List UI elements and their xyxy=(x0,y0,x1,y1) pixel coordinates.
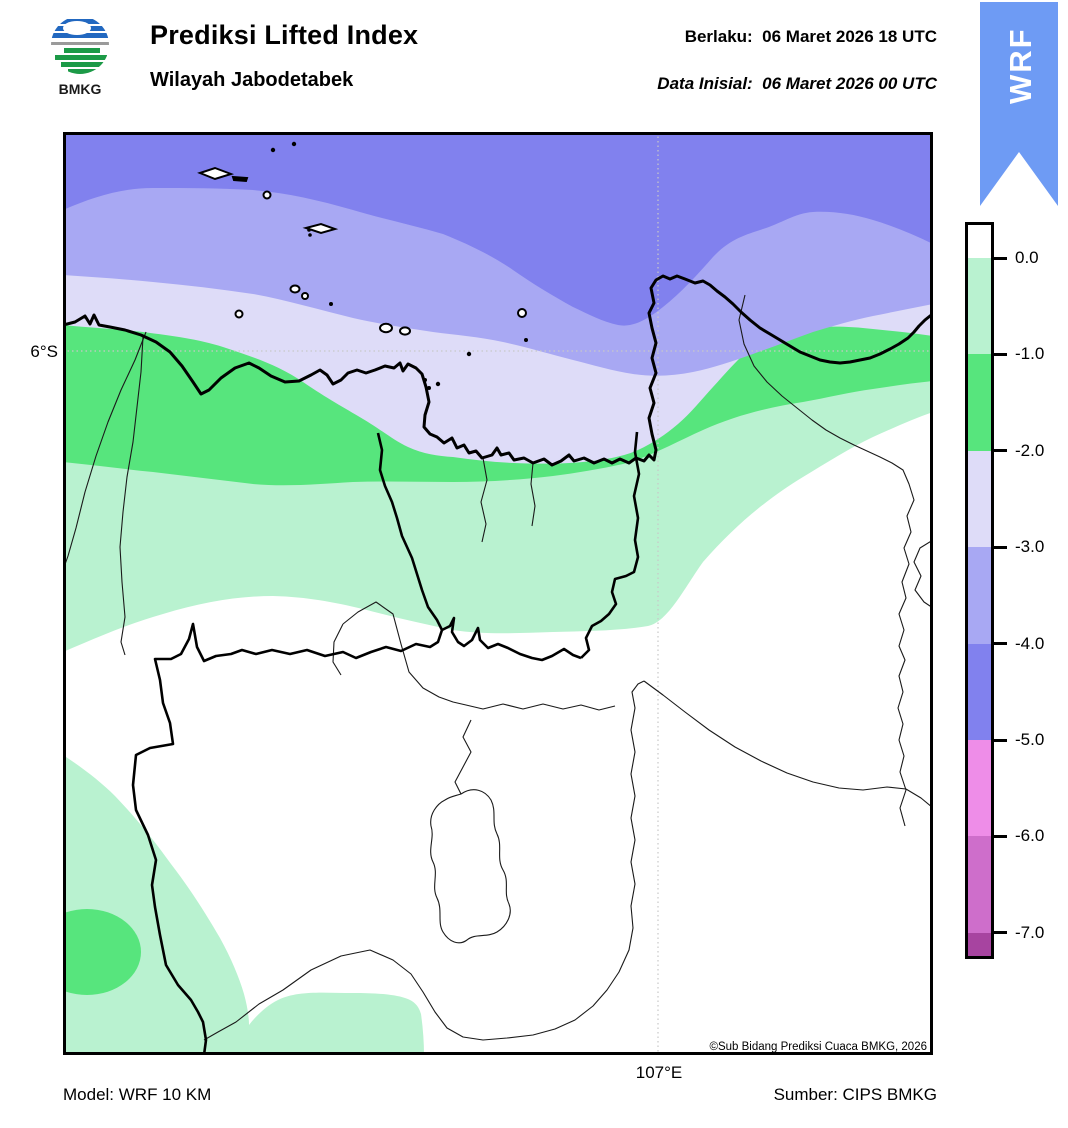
colorbar-tick-label: -4.0 xyxy=(1015,633,1045,653)
longitude-tick-label: 107°E xyxy=(635,1063,683,1082)
colorbar-segment xyxy=(968,836,991,933)
forecast-map: ©Sub Bidang Prediksi Cuaca BMKG, 2026 xyxy=(63,132,933,1055)
valid-time-value: 06 Maret 2026 18 UTC xyxy=(762,27,937,46)
band-southwest-0-to-m1 xyxy=(63,755,424,1055)
model-ribbon: WRF xyxy=(980,2,1058,206)
valid-time-line: Berlaku: 06 Maret 2026 18 UTC xyxy=(500,27,937,47)
colorbar-tick-label: -3.0 xyxy=(1015,537,1045,557)
colorbar-tick xyxy=(994,642,1007,646)
valid-time-label: Berlaku: xyxy=(684,27,753,46)
colorbar-bar xyxy=(965,222,994,959)
source-info: Sumber: CIPS BMKG xyxy=(773,1085,937,1104)
page-subtitle: Wilayah Jabodetabek xyxy=(150,69,354,91)
colorbar-segment xyxy=(968,932,991,956)
colorbar-tick-label: -7.0 xyxy=(1015,922,1045,942)
model-info: Model: WRF 10 KM xyxy=(63,1085,212,1104)
latitude-tick-label: 6°S xyxy=(30,342,58,361)
colorbar-segment xyxy=(968,643,991,740)
colorbar-segment xyxy=(968,258,991,355)
colorbar-segment xyxy=(968,450,991,548)
bmkg-logo-emblem xyxy=(51,16,109,74)
colorbar-segment xyxy=(968,740,991,837)
graticule xyxy=(63,132,933,1055)
colorbar-tick xyxy=(994,738,1007,742)
colorbar-tick-label: -6.0 xyxy=(1015,826,1045,846)
admin-boundaries-thin xyxy=(63,294,933,1041)
band-m4-to-m5 xyxy=(63,132,933,326)
colorbar-tick xyxy=(994,545,1007,549)
colorbar-tick xyxy=(994,256,1007,260)
init-time-label: Data Inisial: xyxy=(657,74,753,93)
bmkg-logo-text: BMKG xyxy=(59,81,102,97)
init-time-value: 06 Maret 2026 00 UTC xyxy=(762,74,937,93)
copyright-note: ©Sub Bidang Prediksi Cuaca BMKG, 2026 xyxy=(709,1041,927,1053)
colorbar-tick xyxy=(994,931,1007,935)
colorbar-segment xyxy=(968,354,991,451)
colorbar-tick-label: -1.0 xyxy=(1015,344,1045,364)
colorbar-tick xyxy=(994,834,1007,838)
bmkg-logo: BMKG xyxy=(51,16,109,97)
page-title: Prediksi Lifted Index xyxy=(150,20,419,50)
colorbar-segment xyxy=(968,225,991,258)
ribbon-label: WRF xyxy=(1003,27,1038,104)
init-time-line: Data Inisial: 06 Maret 2026 00 UTC xyxy=(500,74,937,94)
colorbar-tick-label: 0.0 xyxy=(1015,248,1039,267)
islands xyxy=(197,141,528,390)
admin-boundaries-thick xyxy=(131,431,641,1055)
map-border xyxy=(63,132,933,1055)
band-southwest-m1-to-m2 xyxy=(63,909,141,995)
colorbar-tick-label: -5.0 xyxy=(1015,730,1045,749)
colorbar-tick xyxy=(994,352,1007,356)
lifted-index-colorbar: 0.0 -1.0 -2.0 -3.0 -4.0 -5.0 -6.0 -7.0 xyxy=(965,222,1068,967)
lifted-index-contour-bands xyxy=(63,132,933,1055)
ribbon-banner-shape xyxy=(980,2,1058,206)
colorbar-segment xyxy=(968,547,991,644)
coastline xyxy=(63,274,933,467)
colorbar-tick xyxy=(994,449,1007,453)
colorbar-tick-label: -2.0 xyxy=(1015,440,1045,460)
